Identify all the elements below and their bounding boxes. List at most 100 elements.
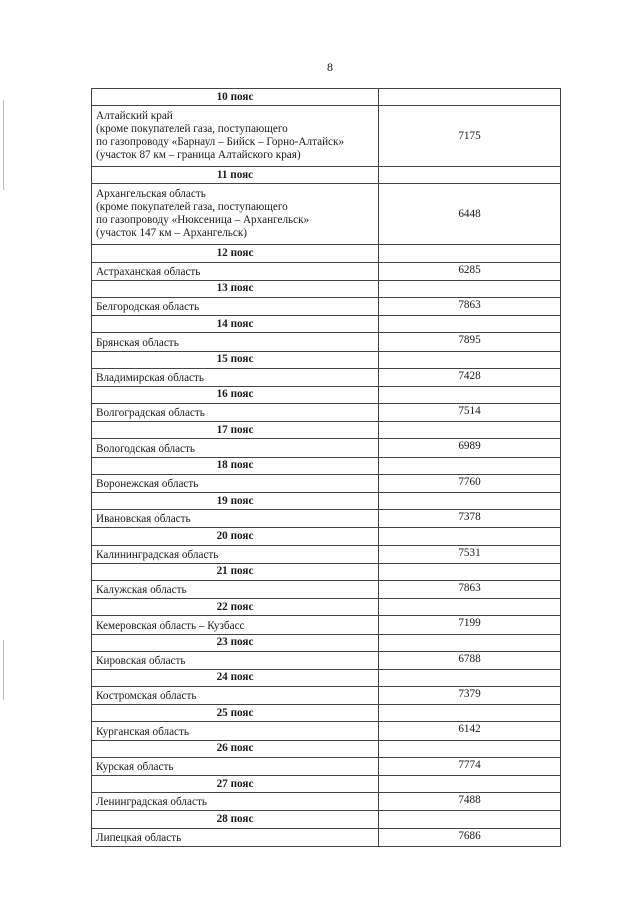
empty-cell (378, 739, 561, 758)
region-cell: Воронежская область (91, 473, 379, 494)
region-row: Владимирская область 7428 (91, 367, 561, 387)
zone-label: 11 пояс (91, 166, 379, 185)
zone-header-row: 22 пояс (91, 598, 561, 617)
zone-header-row: 27 пояс (91, 774, 561, 794)
region-name-line: Калининградская область (96, 548, 219, 561)
zone-label: 17 пояс (91, 421, 379, 440)
region-name-line: по газопроводу «Барнаул – Бийск – Горно-… (96, 136, 345, 149)
region-cell: Алтайский край (кроме покупателей газа, п… (91, 105, 379, 168)
zone-header-row: 13 пояс (91, 279, 561, 298)
empty-cell (378, 87, 561, 107)
value-cell: 6788 (378, 650, 561, 670)
zone-label: 14 пояс (91, 315, 379, 334)
zone-label: 18 пояс (91, 456, 379, 475)
region-name-line: Владимирская область (96, 371, 205, 384)
empty-cell (378, 421, 561, 440)
region-name-line: Волгоградская область (96, 407, 205, 420)
region-name-line: Астраханская область (96, 265, 201, 278)
empty-cell (378, 166, 561, 185)
region-name-line: Липецкая область (96, 831, 182, 844)
value-cell: 7175 (378, 105, 561, 168)
region-name-line: (кроме покупателей газа, поступающего (96, 123, 288, 136)
region-name-line: Белгородская область (96, 301, 200, 314)
value-cell: 7488 (378, 792, 561, 812)
empty-cell (378, 704, 561, 723)
price-zone-table: 10 пояс Алтайский край (кроме покупателей … (91, 87, 561, 847)
empty-cell (378, 350, 561, 369)
region-row: Архангельская область (кроме покупателей … (91, 183, 561, 246)
value-cell: 7863 (378, 296, 561, 317)
zone-label: 13 пояс (91, 279, 379, 298)
zone-label: 21 пояс (91, 562, 379, 581)
zone-label: 12 пояс (91, 244, 379, 263)
zone-header-row: 19 пояс (91, 491, 561, 511)
region-name-line: Вологодская область (96, 442, 196, 455)
region-row: Ленинградская область 7488 (91, 792, 561, 812)
empty-cell (378, 279, 561, 298)
region-name-line: (кроме покупателей газа, поступающего (96, 201, 288, 214)
zone-header-row: 17 пояс (91, 421, 561, 440)
zone-label: 23 пояс (91, 633, 379, 652)
region-row: Алтайский край (кроме покупателей газа, п… (91, 105, 561, 168)
region-name-line: Ленинградская область (96, 796, 207, 809)
region-cell: Курская область (91, 756, 379, 777)
value-cell: 6285 (378, 261, 561, 281)
value-cell: 7895 (378, 332, 561, 352)
region-name-line: Костромская область (96, 690, 197, 703)
region-cell: Ленинградская область (91, 792, 379, 812)
region-cell: Курганская область (91, 721, 379, 741)
region-row: Воронежская область 7760 (91, 473, 561, 494)
zone-header-row: 10 пояс (91, 87, 561, 107)
region-row: Калужская область 7863 (91, 579, 561, 600)
value-cell: 6448 (378, 183, 561, 246)
zone-label: 16 пояс (91, 385, 379, 405)
empty-cell (378, 668, 561, 688)
region-row: Белгородская область 7863 (91, 296, 561, 317)
value-cell: 7531 (378, 544, 561, 564)
zone-header-row: 18 пояс (91, 456, 561, 475)
region-cell: Ивановская область (91, 509, 379, 529)
region-cell: Вологодская область (91, 438, 379, 458)
empty-cell (378, 315, 561, 334)
zone-label: 15 пояс (91, 350, 379, 369)
zone-label: 19 пояс (91, 491, 379, 511)
region-name-line: Алтайский край (96, 110, 173, 123)
region-row: Калининградская область 7531 (91, 544, 561, 564)
region-cell: Архангельская область (кроме покупателей … (91, 183, 379, 246)
region-row: Брянская область 7895 (91, 332, 561, 352)
empty-cell (378, 456, 561, 475)
region-cell: Кемеровская область – Кузбасс (91, 615, 379, 635)
region-row: Вологодская область 6989 (91, 438, 561, 458)
region-cell: Костромская область (91, 686, 379, 706)
region-name-line: Ивановская область (96, 513, 191, 526)
region-cell: Брянская область (91, 332, 379, 352)
zone-label: 22 пояс (91, 598, 379, 617)
value-cell: 7686 (378, 827, 561, 847)
zone-header-row: 26 пояс (91, 739, 561, 758)
zone-label: 20 пояс (91, 527, 379, 546)
zone-header-row: 20 пояс (91, 527, 561, 546)
value-cell: 7379 (378, 686, 561, 706)
zone-header-row: 23 пояс (91, 633, 561, 652)
scan-margin-mark (3, 100, 4, 190)
region-cell: Волгоградская область (91, 403, 379, 423)
value-cell: 7378 (378, 509, 561, 529)
region-row: Ивановская область 7378 (91, 509, 561, 529)
zone-header-row: 12 пояс (91, 244, 561, 263)
empty-cell (378, 244, 561, 263)
scan-margin-mark (3, 640, 4, 700)
region-cell: Белгородская область (91, 296, 379, 317)
region-name-line: Калужская область (96, 584, 187, 597)
region-name-line: Курганская область (96, 725, 190, 738)
zone-label: 26 пояс (91, 739, 379, 758)
zone-header-row: 14 пояс (91, 315, 561, 334)
region-name-line: (участок 147 км – Архангельск) (96, 227, 248, 240)
value-cell: 7514 (378, 403, 561, 423)
zone-header-row: 21 пояс (91, 562, 561, 581)
value-cell: 6989 (378, 438, 561, 458)
region-row: Курская область 7774 (91, 756, 561, 777)
empty-cell (378, 491, 561, 511)
value-cell: 6142 (378, 721, 561, 741)
zone-header-row: 28 пояс (91, 810, 561, 829)
region-row: Кемеровская область – Кузбасс 7199 (91, 615, 561, 635)
